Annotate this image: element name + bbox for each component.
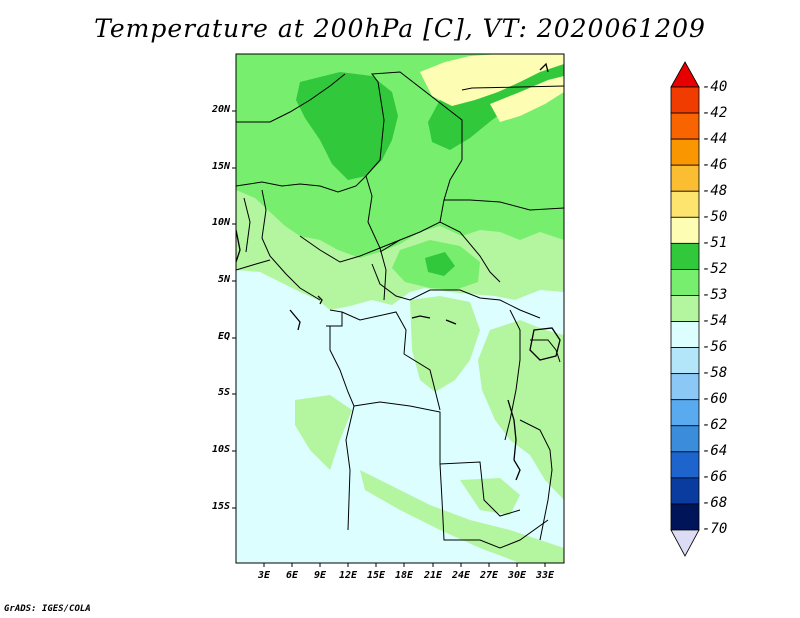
map-title: Temperature at 200hPa [C], VT: 202006120… bbox=[94, 14, 706, 43]
field-light-green-south-band bbox=[360, 470, 564, 563]
field-dark-green-spot bbox=[425, 252, 455, 276]
colorbar-segment bbox=[670, 425, 700, 453]
colorbar-label: -40 bbox=[702, 79, 728, 95]
lat-label-5s: 5S bbox=[217, 387, 230, 398]
colorbar-label: -68 bbox=[702, 495, 728, 511]
lat-ticks bbox=[232, 110, 236, 509]
lat-label-10n: 10N bbox=[211, 217, 230, 228]
lon-label-6e: 6E bbox=[285, 570, 299, 581]
colorbar-label: -52 bbox=[702, 261, 728, 277]
colorbar-label: -70 bbox=[702, 521, 728, 537]
colorbar-segment bbox=[670, 164, 700, 192]
field-light-green-sw bbox=[295, 395, 352, 470]
colorbar-label: -44 bbox=[702, 131, 728, 147]
colorbar-label: -51 bbox=[702, 235, 728, 251]
lat-label-10s: 10S bbox=[211, 444, 230, 455]
colorbar-segment bbox=[670, 138, 700, 166]
colorbar-label: -58 bbox=[702, 365, 728, 381]
colorbar-label: -50 bbox=[702, 209, 728, 225]
colorbar-segment bbox=[670, 86, 700, 114]
colorbar-label: -53 bbox=[702, 287, 728, 303]
lat-label-15s: 15S bbox=[211, 501, 230, 512]
colorbar-segment bbox=[670, 321, 700, 348]
colorbar-segment bbox=[670, 477, 700, 505]
colorbar-segment bbox=[670, 347, 700, 375]
lon-label-18e: 18E bbox=[394, 570, 414, 581]
lon-label-15e: 15E bbox=[366, 570, 386, 581]
colorbar-label: -60 bbox=[702, 391, 728, 407]
lat-label-15n: 15N bbox=[211, 161, 230, 172]
lon-label-27e: 27E bbox=[479, 570, 499, 581]
colorbar-label: -54 bbox=[702, 313, 728, 329]
colorbar bbox=[670, 61, 700, 557]
colorbar-segment bbox=[670, 269, 700, 296]
map-panel bbox=[235, 53, 565, 564]
lon-label-24e: 24E bbox=[451, 570, 471, 581]
lat-label-5n: 5N bbox=[217, 274, 230, 285]
colorbar-label: -56 bbox=[702, 339, 728, 355]
colorbar-top-arrow bbox=[670, 61, 700, 88]
field-light-green-se bbox=[460, 478, 520, 515]
colorbar-segment bbox=[670, 216, 700, 244]
lon-label-9e: 9E bbox=[313, 570, 327, 581]
colorbar-label: -42 bbox=[702, 105, 728, 121]
colorbar-bottom-arrow bbox=[670, 529, 700, 557]
lat-label-20n: 20N bbox=[211, 104, 230, 115]
colorbar-segment bbox=[670, 373, 700, 401]
field-pale-yellow bbox=[420, 54, 564, 106]
field-dark-green bbox=[296, 72, 398, 180]
colorbar-label: -62 bbox=[702, 417, 728, 433]
map-frame bbox=[235, 53, 565, 564]
country-borders bbox=[236, 71, 564, 549]
field-pale-yellow-east bbox=[490, 76, 564, 122]
colorbar-label: -46 bbox=[702, 157, 728, 173]
colorbar-label: -48 bbox=[702, 183, 728, 199]
colorbar-segment bbox=[670, 399, 700, 427]
colorbar-segment bbox=[670, 242, 700, 270]
colorbar-segment bbox=[670, 112, 700, 140]
lon-ticks bbox=[263, 563, 546, 567]
colorbar-label: -66 bbox=[702, 469, 728, 485]
credit-text: GrADS: IGES/COLA bbox=[4, 604, 91, 614]
lon-label-12e: 12E bbox=[338, 570, 358, 581]
lon-label-30e: 30E bbox=[507, 570, 527, 581]
colorbar-segment bbox=[670, 190, 700, 218]
lon-label-33e: 33E bbox=[535, 570, 555, 581]
colorbar-segment bbox=[670, 295, 700, 322]
lat-label-eq: EQ bbox=[217, 331, 230, 342]
lon-label-3e: 3E bbox=[257, 570, 271, 581]
field-light-green-east bbox=[478, 320, 564, 500]
lon-label-21e: 21E bbox=[423, 570, 443, 581]
colorbar-segment bbox=[670, 451, 700, 479]
colorbar-segment bbox=[670, 503, 700, 531]
colorbar-label: -64 bbox=[702, 443, 728, 459]
coastlines bbox=[236, 62, 561, 481]
